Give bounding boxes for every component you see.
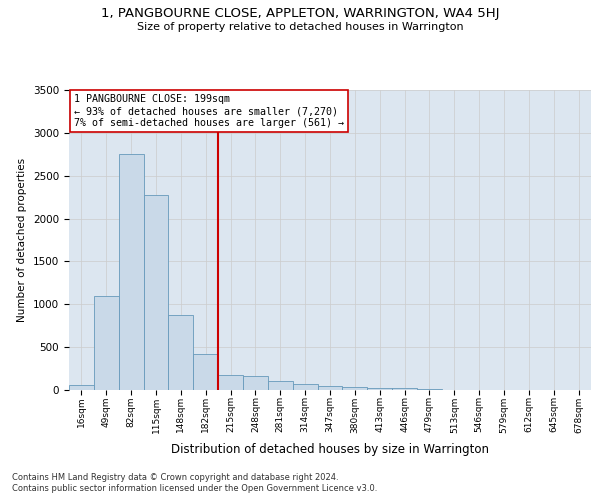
Bar bbox=[69, 386, 94, 390]
Bar bbox=[94, 296, 119, 390]
Bar bbox=[193, 354, 218, 390]
Bar bbox=[243, 376, 268, 390]
Bar bbox=[367, 388, 392, 390]
Text: Contains public sector information licensed under the Open Government Licence v3: Contains public sector information licen… bbox=[12, 484, 377, 493]
Text: Contains HM Land Registry data © Crown copyright and database right 2024.: Contains HM Land Registry data © Crown c… bbox=[12, 472, 338, 482]
Bar bbox=[343, 387, 367, 390]
Bar bbox=[119, 154, 143, 390]
Y-axis label: Number of detached properties: Number of detached properties bbox=[17, 158, 28, 322]
Text: 1, PANGBOURNE CLOSE, APPLETON, WARRINGTON, WA4 5HJ: 1, PANGBOURNE CLOSE, APPLETON, WARRINGTO… bbox=[101, 8, 499, 20]
Text: 1 PANGBOURNE CLOSE: 199sqm
← 93% of detached houses are smaller (7,270)
7% of se: 1 PANGBOURNE CLOSE: 199sqm ← 93% of deta… bbox=[74, 94, 344, 128]
Bar bbox=[169, 316, 193, 390]
Bar bbox=[268, 382, 293, 390]
Bar bbox=[293, 384, 317, 390]
Bar bbox=[143, 194, 169, 390]
Bar bbox=[317, 386, 343, 390]
Bar bbox=[218, 376, 243, 390]
Text: Distribution of detached houses by size in Warrington: Distribution of detached houses by size … bbox=[171, 442, 489, 456]
Text: Size of property relative to detached houses in Warrington: Size of property relative to detached ho… bbox=[137, 22, 463, 32]
Bar bbox=[392, 388, 417, 390]
